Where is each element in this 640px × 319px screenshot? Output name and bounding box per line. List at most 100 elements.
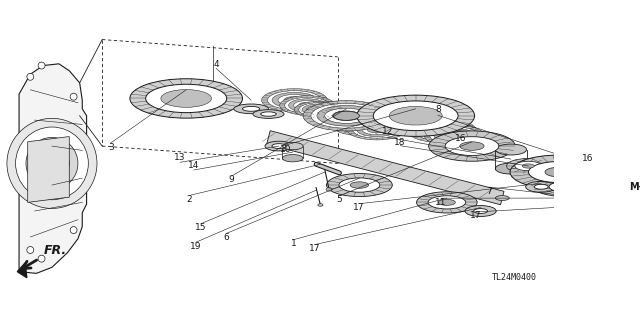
Ellipse shape [438,199,455,205]
Ellipse shape [348,119,406,140]
Ellipse shape [161,90,211,107]
Ellipse shape [278,94,311,106]
Text: 8: 8 [435,105,441,114]
Ellipse shape [280,96,335,115]
Ellipse shape [356,95,475,137]
Ellipse shape [362,124,392,135]
Text: FR.: FR. [44,244,67,257]
Text: 17: 17 [353,203,365,212]
Ellipse shape [445,132,465,139]
Ellipse shape [417,192,477,213]
Ellipse shape [598,196,640,226]
Ellipse shape [27,247,34,254]
Ellipse shape [299,103,339,117]
Ellipse shape [268,91,321,110]
Ellipse shape [311,107,326,112]
Text: 5: 5 [336,195,342,204]
Ellipse shape [442,133,484,147]
Ellipse shape [545,167,572,177]
Ellipse shape [451,136,476,145]
Ellipse shape [234,104,268,114]
Ellipse shape [413,121,470,140]
Ellipse shape [407,118,476,143]
Ellipse shape [339,178,380,192]
Ellipse shape [367,126,386,133]
Text: 17: 17 [309,244,321,253]
Ellipse shape [437,131,490,149]
Ellipse shape [284,96,305,104]
Ellipse shape [272,92,317,108]
Ellipse shape [628,207,640,215]
Text: 13: 13 [174,153,186,162]
Text: M-2: M-2 [630,182,640,192]
Ellipse shape [326,188,332,191]
Text: 12: 12 [382,127,394,137]
Ellipse shape [572,184,606,196]
Ellipse shape [474,209,488,213]
Ellipse shape [324,108,368,123]
Polygon shape [19,64,86,273]
Ellipse shape [243,107,260,111]
Text: 19: 19 [190,242,202,251]
Ellipse shape [373,101,458,130]
Ellipse shape [303,100,390,131]
Text: 15: 15 [195,223,207,232]
Ellipse shape [460,142,484,150]
Ellipse shape [70,93,77,100]
Ellipse shape [572,200,606,212]
Text: TL24M0400: TL24M0400 [492,273,537,282]
Ellipse shape [333,111,360,120]
Ellipse shape [35,146,69,181]
Ellipse shape [353,121,401,138]
Ellipse shape [15,127,88,200]
Ellipse shape [507,159,550,174]
Ellipse shape [465,205,496,217]
Ellipse shape [599,199,630,210]
Ellipse shape [7,118,97,208]
Text: 17: 17 [470,211,481,220]
Ellipse shape [389,107,442,125]
Ellipse shape [529,161,589,182]
Ellipse shape [38,255,45,262]
Ellipse shape [418,122,465,139]
Ellipse shape [38,62,45,69]
Ellipse shape [445,134,481,146]
Ellipse shape [272,144,286,149]
Ellipse shape [294,100,321,110]
Ellipse shape [564,184,588,190]
Ellipse shape [70,226,77,234]
Ellipse shape [337,115,390,134]
Polygon shape [17,263,27,278]
Ellipse shape [495,144,527,155]
Ellipse shape [455,137,472,143]
Ellipse shape [307,106,331,114]
Ellipse shape [282,155,303,162]
Ellipse shape [146,84,227,113]
Ellipse shape [356,122,397,137]
Ellipse shape [326,174,392,197]
Ellipse shape [532,176,619,197]
Ellipse shape [495,196,509,200]
Ellipse shape [298,102,316,108]
Ellipse shape [262,89,327,112]
Text: 7: 7 [486,187,492,196]
Ellipse shape [424,124,459,137]
Ellipse shape [289,99,326,112]
Text: 2: 2 [187,195,193,204]
Ellipse shape [253,110,284,118]
Ellipse shape [294,101,343,118]
Text: 11: 11 [435,198,447,207]
Polygon shape [28,137,69,202]
Ellipse shape [27,73,34,80]
Ellipse shape [331,113,397,136]
Ellipse shape [282,143,303,150]
Text: 14: 14 [188,161,200,170]
Ellipse shape [515,161,541,171]
Ellipse shape [302,104,335,115]
Ellipse shape [614,202,640,220]
Ellipse shape [424,125,485,146]
Ellipse shape [608,202,622,206]
Ellipse shape [130,79,243,118]
Ellipse shape [495,163,527,174]
Ellipse shape [350,182,369,188]
